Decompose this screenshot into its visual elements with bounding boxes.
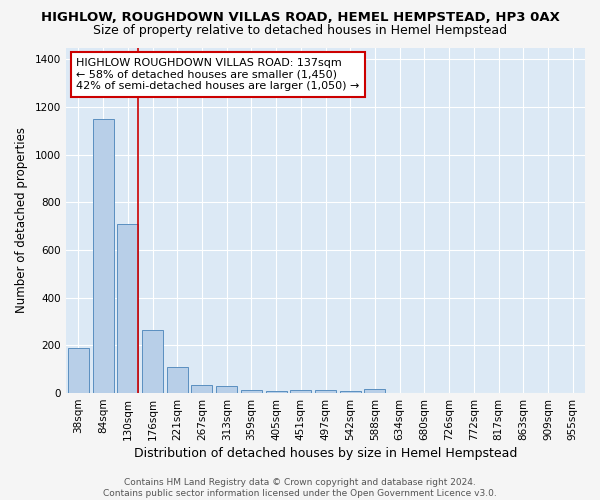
Bar [241, 390, 262, 393]
Text: HIGHLOW ROUGHDOWN VILLAS ROAD: 137sqm
← 58% of detached houses are smaller (1,45: HIGHLOW ROUGHDOWN VILLAS ROAD: 137sqm ← … [76, 58, 360, 91]
Text: Contains HM Land Registry data © Crown copyright and database right 2024.
Contai: Contains HM Land Registry data © Crown c… [103, 478, 497, 498]
X-axis label: Distribution of detached houses by size in Hemel Hempstead: Distribution of detached houses by size … [134, 447, 517, 460]
Bar [216, 386, 237, 393]
Bar [118, 224, 139, 393]
Bar [92, 119, 113, 393]
Bar [364, 389, 385, 393]
Bar [266, 390, 287, 393]
Text: Size of property relative to detached houses in Hemel Hempstead: Size of property relative to detached ho… [93, 24, 507, 37]
Bar [315, 390, 336, 393]
Bar [191, 384, 212, 393]
Text: HIGHLOW, ROUGHDOWN VILLAS ROAD, HEMEL HEMPSTEAD, HP3 0AX: HIGHLOW, ROUGHDOWN VILLAS ROAD, HEMEL HE… [41, 11, 559, 24]
Y-axis label: Number of detached properties: Number of detached properties [15, 128, 28, 314]
Bar [142, 330, 163, 393]
Bar [290, 390, 311, 393]
Bar [340, 390, 361, 393]
Bar [68, 348, 89, 393]
Bar [167, 367, 188, 393]
